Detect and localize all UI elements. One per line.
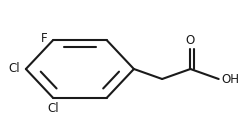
Text: Cl: Cl: [47, 102, 59, 115]
Text: Cl: Cl: [9, 63, 20, 75]
Text: O: O: [186, 34, 195, 47]
Text: F: F: [41, 32, 47, 45]
Text: OH: OH: [221, 72, 239, 86]
